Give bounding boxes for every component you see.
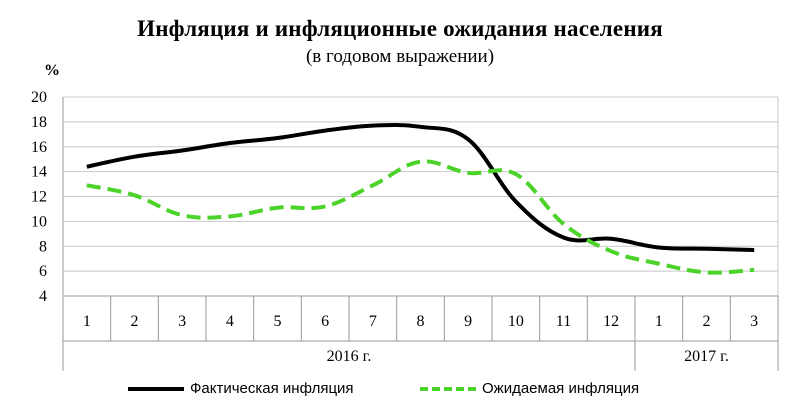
x-tick-label: 12 bbox=[603, 313, 619, 330]
x-tick-label: 1 bbox=[83, 313, 91, 330]
series-line-expected bbox=[86, 159, 755, 275]
x-tick-label: 3 bbox=[178, 313, 186, 330]
x-tick-label: 4 bbox=[226, 313, 234, 330]
legend-swatch-actual bbox=[128, 386, 184, 391]
legend-label-expected: Ожидаемая инфляция bbox=[482, 380, 640, 397]
x-tick-label: 7 bbox=[369, 313, 377, 330]
x-tick-label: 6 bbox=[321, 313, 329, 330]
x-group-label: 2016 г. bbox=[327, 348, 372, 365]
legend: Фактическая инфляция Ожидаемая инфляция bbox=[0, 380, 800, 402]
x-tick-label: 2 bbox=[703, 313, 711, 330]
x-group-label: 2017 г. bbox=[684, 348, 729, 365]
legend-item-expected: Ожидаемая инфляция bbox=[420, 380, 639, 397]
x-tick-label: 8 bbox=[417, 313, 425, 330]
y-tick-label: 20 bbox=[31, 89, 47, 106]
y-axis-unit-label: % bbox=[44, 62, 60, 79]
x-tick-label: 11 bbox=[556, 313, 571, 330]
y-tick-label: 4 bbox=[39, 288, 47, 305]
y-tick-label: 10 bbox=[31, 213, 47, 230]
x-tick-label: 5 bbox=[274, 313, 282, 330]
y-tick-label: 16 bbox=[31, 139, 47, 156]
chart-title: Инфляция и инфляционные ожидания населен… bbox=[137, 16, 663, 41]
x-tick-label: 9 bbox=[464, 313, 472, 330]
chart-subtitle: (в годовом выражении) bbox=[305, 46, 495, 67]
x-tick-label: 10 bbox=[508, 313, 524, 330]
y-tick-label: 18 bbox=[31, 114, 47, 131]
y-tick-label: 8 bbox=[39, 238, 47, 255]
legend-label-actual: Фактическая инфляция bbox=[190, 380, 354, 397]
x-tick-label: 2 bbox=[131, 313, 139, 330]
x-tick-label: 1 bbox=[655, 313, 663, 330]
series-line-actual bbox=[86, 123, 755, 252]
y-tick-label: 6 bbox=[39, 263, 47, 280]
y-tick-label: 12 bbox=[31, 189, 47, 206]
x-tick-label: 3 bbox=[750, 313, 758, 330]
legend-swatch-expected bbox=[420, 386, 476, 391]
y-tick-label: 14 bbox=[31, 164, 47, 181]
legend-item-actual: Фактическая инфляция bbox=[128, 380, 354, 397]
